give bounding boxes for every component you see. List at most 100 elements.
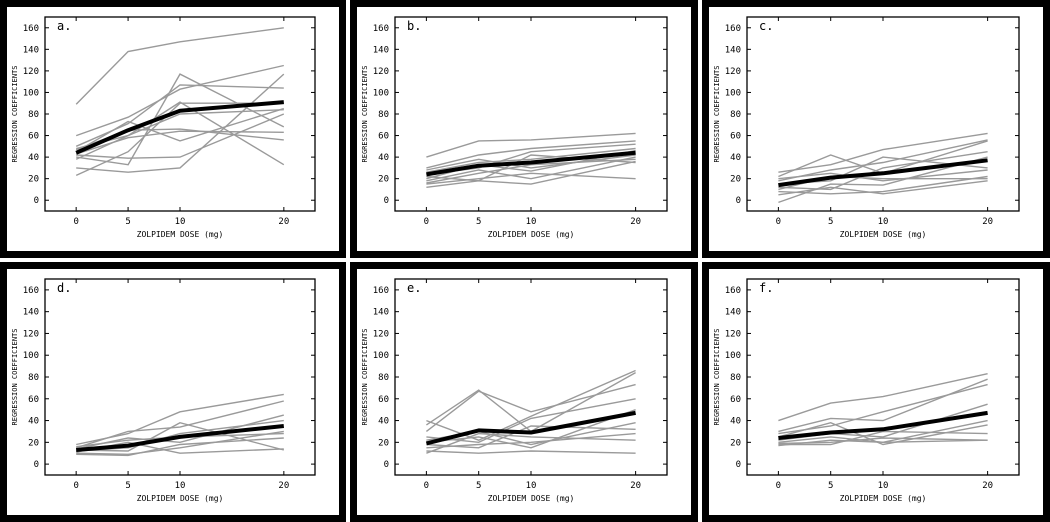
- y-tick-label: 160: [23, 286, 39, 296]
- subject-line-8: [778, 421, 988, 446]
- plot-background: [357, 269, 691, 515]
- y-tick-label: 120: [725, 329, 741, 339]
- y-tick-label: 100: [725, 88, 741, 98]
- y-tick-label: 60: [730, 395, 741, 405]
- subject-line-9: [778, 156, 988, 204]
- subject-line-9: [426, 172, 636, 185]
- y-tick-label: 80: [28, 373, 39, 383]
- x-tick-label: 0: [776, 217, 781, 227]
- panel-label: b.: [407, 19, 421, 33]
- mean-line: [426, 150, 636, 177]
- y-tick-label: 60: [378, 395, 389, 405]
- panel-label: d.: [57, 281, 71, 295]
- y-tick-label: 80: [730, 373, 741, 383]
- panel-label: c.: [759, 19, 773, 33]
- x-tick-label: 10: [526, 217, 537, 227]
- y-tick-label: 100: [23, 351, 39, 361]
- x-tick-label: 10: [878, 217, 889, 227]
- x-tick-label: 20: [278, 481, 289, 491]
- subject-line-2: [75, 64, 284, 137]
- subject-line-8: [778, 180, 988, 196]
- x-axis-title: ZOLPIDEM DOSE (mg): [840, 494, 927, 503]
- y-tick-label: 160: [725, 286, 741, 296]
- subject-line-3: [425, 383, 636, 432]
- x-tick-label: 5: [828, 217, 833, 227]
- y-tick-label: 20: [730, 438, 741, 448]
- y-tick-label: 160: [373, 286, 389, 296]
- x-tick-label: 5: [476, 481, 481, 491]
- x-tick-label: 5: [476, 217, 481, 227]
- y-tick-label: 120: [23, 67, 39, 77]
- y-tick-label: 20: [28, 175, 39, 185]
- chart-panel-6: 0 20 40 60 80 100 120 140 160 0 5 10 20 ZOLPIDEM DOSE…: [702, 262, 1050, 522]
- y-tick-label: 120: [23, 329, 39, 339]
- y-tick-label: 140: [725, 45, 741, 55]
- x-tick-label: 5: [125, 217, 130, 227]
- y-tick-label: 60: [378, 132, 389, 142]
- chart-svg: 0 20 40 60 80 100 120 140 160 0 5 10 20 ZOLPIDEM DOSE…: [709, 269, 1043, 515]
- chart-svg: 0 20 40 60 80 100 120 140 160 0 5 10 20 ZOLPIDEM DOSE…: [357, 269, 691, 515]
- subject-line-9: [76, 437, 284, 457]
- subject-line-1: [75, 27, 284, 105]
- x-tick-label: 20: [630, 217, 641, 227]
- y-tick-label: 0: [736, 460, 741, 470]
- y-tick-label: 40: [28, 153, 39, 163]
- mean-line: [778, 410, 988, 440]
- y-tick-label: 0: [34, 196, 39, 206]
- panel-label: a.: [57, 19, 71, 33]
- x-tick-label: 0: [776, 481, 781, 491]
- y-tick-label: 160: [725, 24, 741, 34]
- subject-line-8: [76, 432, 284, 448]
- x-tick-label: 0: [73, 217, 78, 227]
- y-tick-label: 100: [373, 351, 389, 361]
- subject-line-5: [778, 151, 988, 191]
- subject-line-6: [75, 130, 284, 155]
- x-tick-label: 10: [526, 481, 537, 491]
- y-axis-title: REGRESSION COEFFICIENTS: [11, 66, 19, 163]
- chart-svg: 0 20 40 60 80 100 120 140 160 0 5 10 20 ZOLPIDEM DOSE…: [7, 269, 339, 515]
- x-axis-title: ZOLPIDEM DOSE (mg): [488, 494, 575, 503]
- y-tick-label: 40: [378, 153, 389, 163]
- subject-line-1: [778, 132, 988, 173]
- subject-line-5: [75, 107, 285, 153]
- subject-line-2: [75, 400, 284, 449]
- chart-panel-2: 0 20 40 60 80 100 120 140 160 0 5 10 20 ZOLPIDEM DOSE…: [350, 0, 698, 258]
- subject-line-2: [426, 371, 636, 433]
- x-axis-title: ZOLPIDEM DOSE (mg): [840, 230, 927, 239]
- y-tick-label: 140: [23, 45, 39, 55]
- x-tick-label: 0: [424, 481, 429, 491]
- y-tick-label: 20: [730, 175, 741, 185]
- y-tick-label: 40: [28, 417, 39, 427]
- subject-line-2: [778, 140, 988, 178]
- chart-panel-5: 0 20 40 60 80 100 120 140 160 0 5 10 20 ZOLPIDEM DOSE…: [350, 262, 698, 522]
- subject-line-1: [778, 373, 988, 422]
- subject-line-11: [75, 102, 284, 177]
- plot-background: [709, 269, 1043, 515]
- x-tick-label: 0: [424, 217, 429, 227]
- x-tick-label: 10: [175, 481, 186, 491]
- y-tick-label: 140: [23, 308, 39, 318]
- subject-line-9: [426, 432, 636, 454]
- y-tick-label: 100: [373, 88, 389, 98]
- y-tick-label: 60: [28, 132, 39, 142]
- subject-line-5: [426, 409, 636, 449]
- y-tick-label: 0: [34, 460, 39, 470]
- chart-svg: 0 20 40 60 80 100 120 140 160 0 5 10 20 ZOLPIDEM DOSE…: [709, 7, 1043, 251]
- y-tick-label: 60: [730, 132, 741, 142]
- x-tick-label: 20: [278, 217, 289, 227]
- y-tick-label: 160: [373, 24, 389, 34]
- y-tick-label: 100: [23, 88, 39, 98]
- plot-background: [357, 7, 691, 251]
- chart-panel-1: 0 20 40 60 80 100 120 140 160 0 5 10 20 ZOLPIDEM DOSE…: [0, 0, 346, 258]
- y-tick-label: 40: [730, 153, 741, 163]
- x-tick-label: 10: [175, 217, 186, 227]
- y-tick-label: 120: [373, 67, 389, 77]
- y-tick-label: 0: [384, 460, 389, 470]
- y-tick-label: 0: [384, 196, 389, 206]
- subject-line-9: [778, 437, 988, 445]
- mean-line: [76, 424, 285, 452]
- x-tick-label: 20: [630, 481, 641, 491]
- y-axis-title: REGRESSION COEFFICIENTS: [361, 66, 369, 163]
- y-tick-label: 0: [736, 196, 741, 206]
- plot-background: [7, 269, 339, 515]
